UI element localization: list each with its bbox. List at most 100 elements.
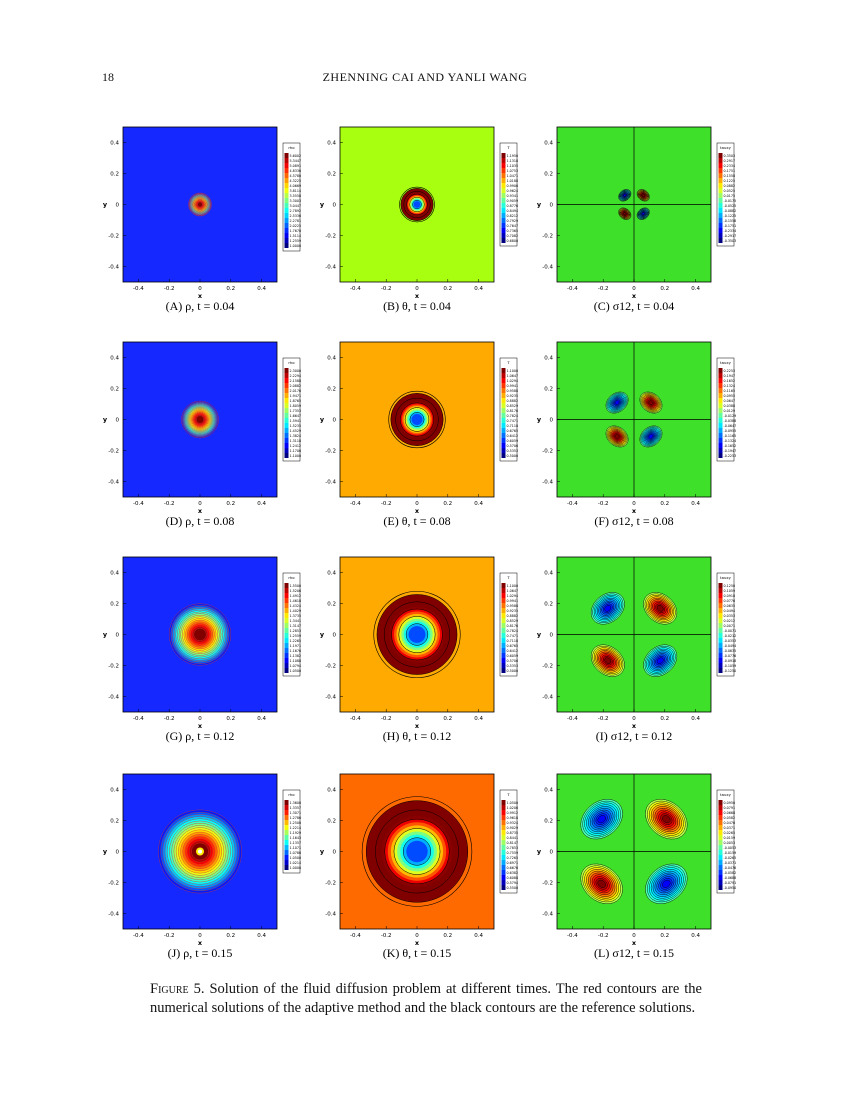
legend-value: -0.0175	[724, 199, 737, 203]
y-tick-label: -0.4	[108, 480, 119, 486]
y-tick-label: 0.4	[544, 788, 553, 794]
y-tick-label: 0	[550, 850, 554, 856]
legend-swatch	[718, 233, 723, 238]
legend-swatch	[284, 805, 289, 810]
y-tick-label: -0.2	[108, 881, 119, 887]
y-tick-label: 0	[116, 850, 120, 856]
x-axis-label: x	[632, 939, 637, 947]
legend-value: 4.3225	[290, 179, 302, 183]
legend-value: 0.0647	[724, 399, 736, 403]
legend-value: 1.8765	[290, 399, 302, 403]
legend-value: 0.0668	[724, 811, 736, 815]
x-tick-label: 0.4	[474, 501, 483, 507]
legend-value: -0.0388	[724, 419, 737, 423]
legend-swatch	[718, 188, 723, 193]
contour-band	[662, 879, 671, 888]
legend-value: 1.0753	[507, 169, 519, 173]
legend-value: 1.1000	[507, 584, 519, 588]
legend-swatch	[718, 860, 723, 865]
y-tick-label: -0.2	[325, 234, 336, 240]
legend-value: 0.7824	[507, 414, 519, 418]
legend-swatch	[501, 373, 506, 378]
legend-value: 3.5558	[290, 194, 302, 198]
legend-value: 0.8176	[507, 624, 519, 628]
legend-value: 1.0500	[290, 856, 302, 860]
y-tick-label: -0.2	[108, 664, 119, 670]
x-tick-label: 0.2	[443, 933, 452, 939]
legend-value: 0.9235	[507, 394, 519, 398]
legend-value: 0.5706	[507, 444, 519, 448]
legend-swatch	[718, 368, 723, 373]
contour-band	[604, 605, 612, 612]
contour-band	[413, 201, 421, 208]
legend-swatch	[718, 168, 723, 173]
legend-swatch	[501, 233, 506, 238]
legend-swatch	[718, 820, 723, 825]
legend-swatch	[284, 593, 289, 598]
legend-title: rho	[288, 792, 295, 797]
legend-swatch	[718, 238, 723, 243]
x-tick-label: 0.2	[226, 716, 235, 722]
legend-swatch	[284, 168, 289, 173]
legend-swatch	[501, 850, 506, 855]
legend-swatch	[284, 668, 289, 673]
legend-swatch	[718, 608, 723, 613]
x-tick-label: 0.4	[474, 716, 483, 722]
x-tick-label: -0.4	[133, 286, 144, 292]
x-axis-label: x	[632, 722, 637, 730]
legend-swatch	[718, 443, 723, 448]
legend-value: -0.1652	[724, 444, 737, 448]
x-tick-label: 0.2	[660, 286, 669, 292]
legend-swatch	[284, 218, 289, 223]
subfigure-caption: (F) σ12, t = 0.08	[594, 514, 673, 528]
legend-swatch	[718, 855, 723, 860]
legend-value: 1.3118	[290, 439, 302, 443]
legend-value: 0.0525	[724, 189, 736, 193]
x-tick-label: 0	[415, 286, 419, 292]
x-tick-label: -0.2	[598, 501, 609, 507]
legend-value: 0.8147	[507, 841, 519, 845]
x-tick-label: -0.2	[164, 933, 175, 939]
legend-value: 0.0776	[724, 599, 736, 603]
legend-value: 0.9588	[507, 389, 519, 393]
legend-value: 0.8529	[507, 619, 519, 623]
legend-value: 0.0053	[724, 841, 736, 845]
contour-band	[597, 879, 606, 888]
contour-band	[614, 434, 620, 439]
legend-value: -0.1225	[724, 214, 737, 218]
legend-swatch	[284, 243, 289, 248]
y-tick-label: 0.2	[327, 602, 336, 608]
y-tick-label: 0	[333, 203, 337, 209]
legend-value: -0.0635	[724, 649, 737, 653]
x-tick-label: -0.4	[133, 933, 144, 939]
legend-title: tauxy	[720, 575, 731, 580]
legend-swatch	[718, 643, 723, 648]
legend-value: 5.0891	[290, 164, 302, 168]
plot-area	[123, 774, 277, 929]
x-tick-label: -0.4	[567, 933, 578, 939]
legend-title: tauxy	[720, 145, 731, 150]
legend-value: 0.7118	[507, 639, 519, 643]
y-tick-label: 0.4	[544, 141, 553, 147]
legend-swatch	[284, 438, 289, 443]
legend-swatch	[284, 208, 289, 213]
legend-value: 1.0471	[507, 174, 519, 178]
legend-value: 1.1676	[290, 649, 302, 653]
y-tick-label: -0.4	[542, 695, 553, 701]
legend-swatch	[718, 870, 723, 875]
subfigure-caption: (L) σ12, t = 0.15	[594, 946, 674, 960]
legend-value: 0.7929	[507, 219, 519, 223]
legend-swatch	[284, 188, 289, 193]
y-axis-label: y	[103, 416, 108, 424]
y-axis-label: y	[320, 201, 325, 209]
legend-value: 1.0000	[290, 866, 302, 870]
legend-value: 2.0225	[290, 224, 302, 228]
legend-swatch	[718, 383, 723, 388]
legend-value: 1.3600	[290, 801, 302, 805]
y-tick-label: 0	[550, 418, 554, 424]
legend-value: 0.5000	[507, 454, 519, 458]
legend-value: 0.8735	[507, 831, 519, 835]
subfigure-caption: (H) θ, t = 0.12	[383, 729, 452, 743]
legend-swatch	[284, 228, 289, 233]
legend-value: 1.0647	[507, 589, 519, 593]
